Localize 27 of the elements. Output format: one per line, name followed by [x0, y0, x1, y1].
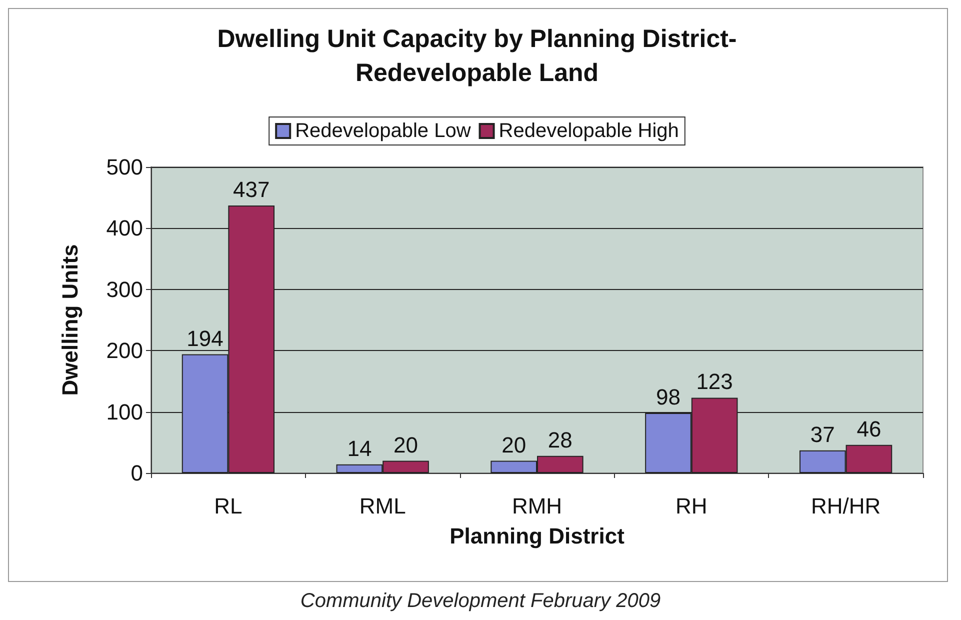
- data-label: 98: [656, 384, 680, 410]
- data-label: 14: [347, 436, 372, 461]
- data-label: 194: [186, 326, 224, 351]
- data-label: 20: [394, 432, 418, 458]
- y-tick-label: 500: [106, 154, 143, 180]
- data-label: 437: [233, 177, 270, 202]
- data-label: 28: [548, 427, 572, 452]
- text: Community Development February 2009: [299, 590, 662, 613]
- data-label: 46: [856, 416, 882, 442]
- y-tick-label: 400: [106, 216, 143, 241]
- x-tick-label: RML: [359, 494, 406, 518]
- x-tick-label: RL: [214, 494, 242, 518]
- chart-title: Dwelling Unit Capacity by Planning District- Redevelopable Land: [217, 25, 737, 87]
- x-tick-label: RH: [676, 494, 708, 518]
- y-tick-label: 200: [106, 338, 143, 364]
- x-axis-title: Planning District: [450, 524, 626, 548]
- x-tick-label: RH/HR: [810, 494, 881, 518]
- data-label: 123: [696, 369, 733, 394]
- data-label: 37: [810, 422, 835, 447]
- y-tick-label: 300: [106, 276, 143, 302]
- y-tick-label: 100: [106, 399, 143, 424]
- x-tick-label: RMH: [512, 494, 562, 518]
- y-tick-label: 0: [130, 460, 143, 486]
- legend-label: Redevelopable Low: [295, 120, 472, 142]
- legend-label: Redevelopable High: [498, 120, 679, 142]
- data-label: 20: [502, 432, 526, 458]
- y-axis-title: Dwelling Units: [58, 244, 82, 396]
